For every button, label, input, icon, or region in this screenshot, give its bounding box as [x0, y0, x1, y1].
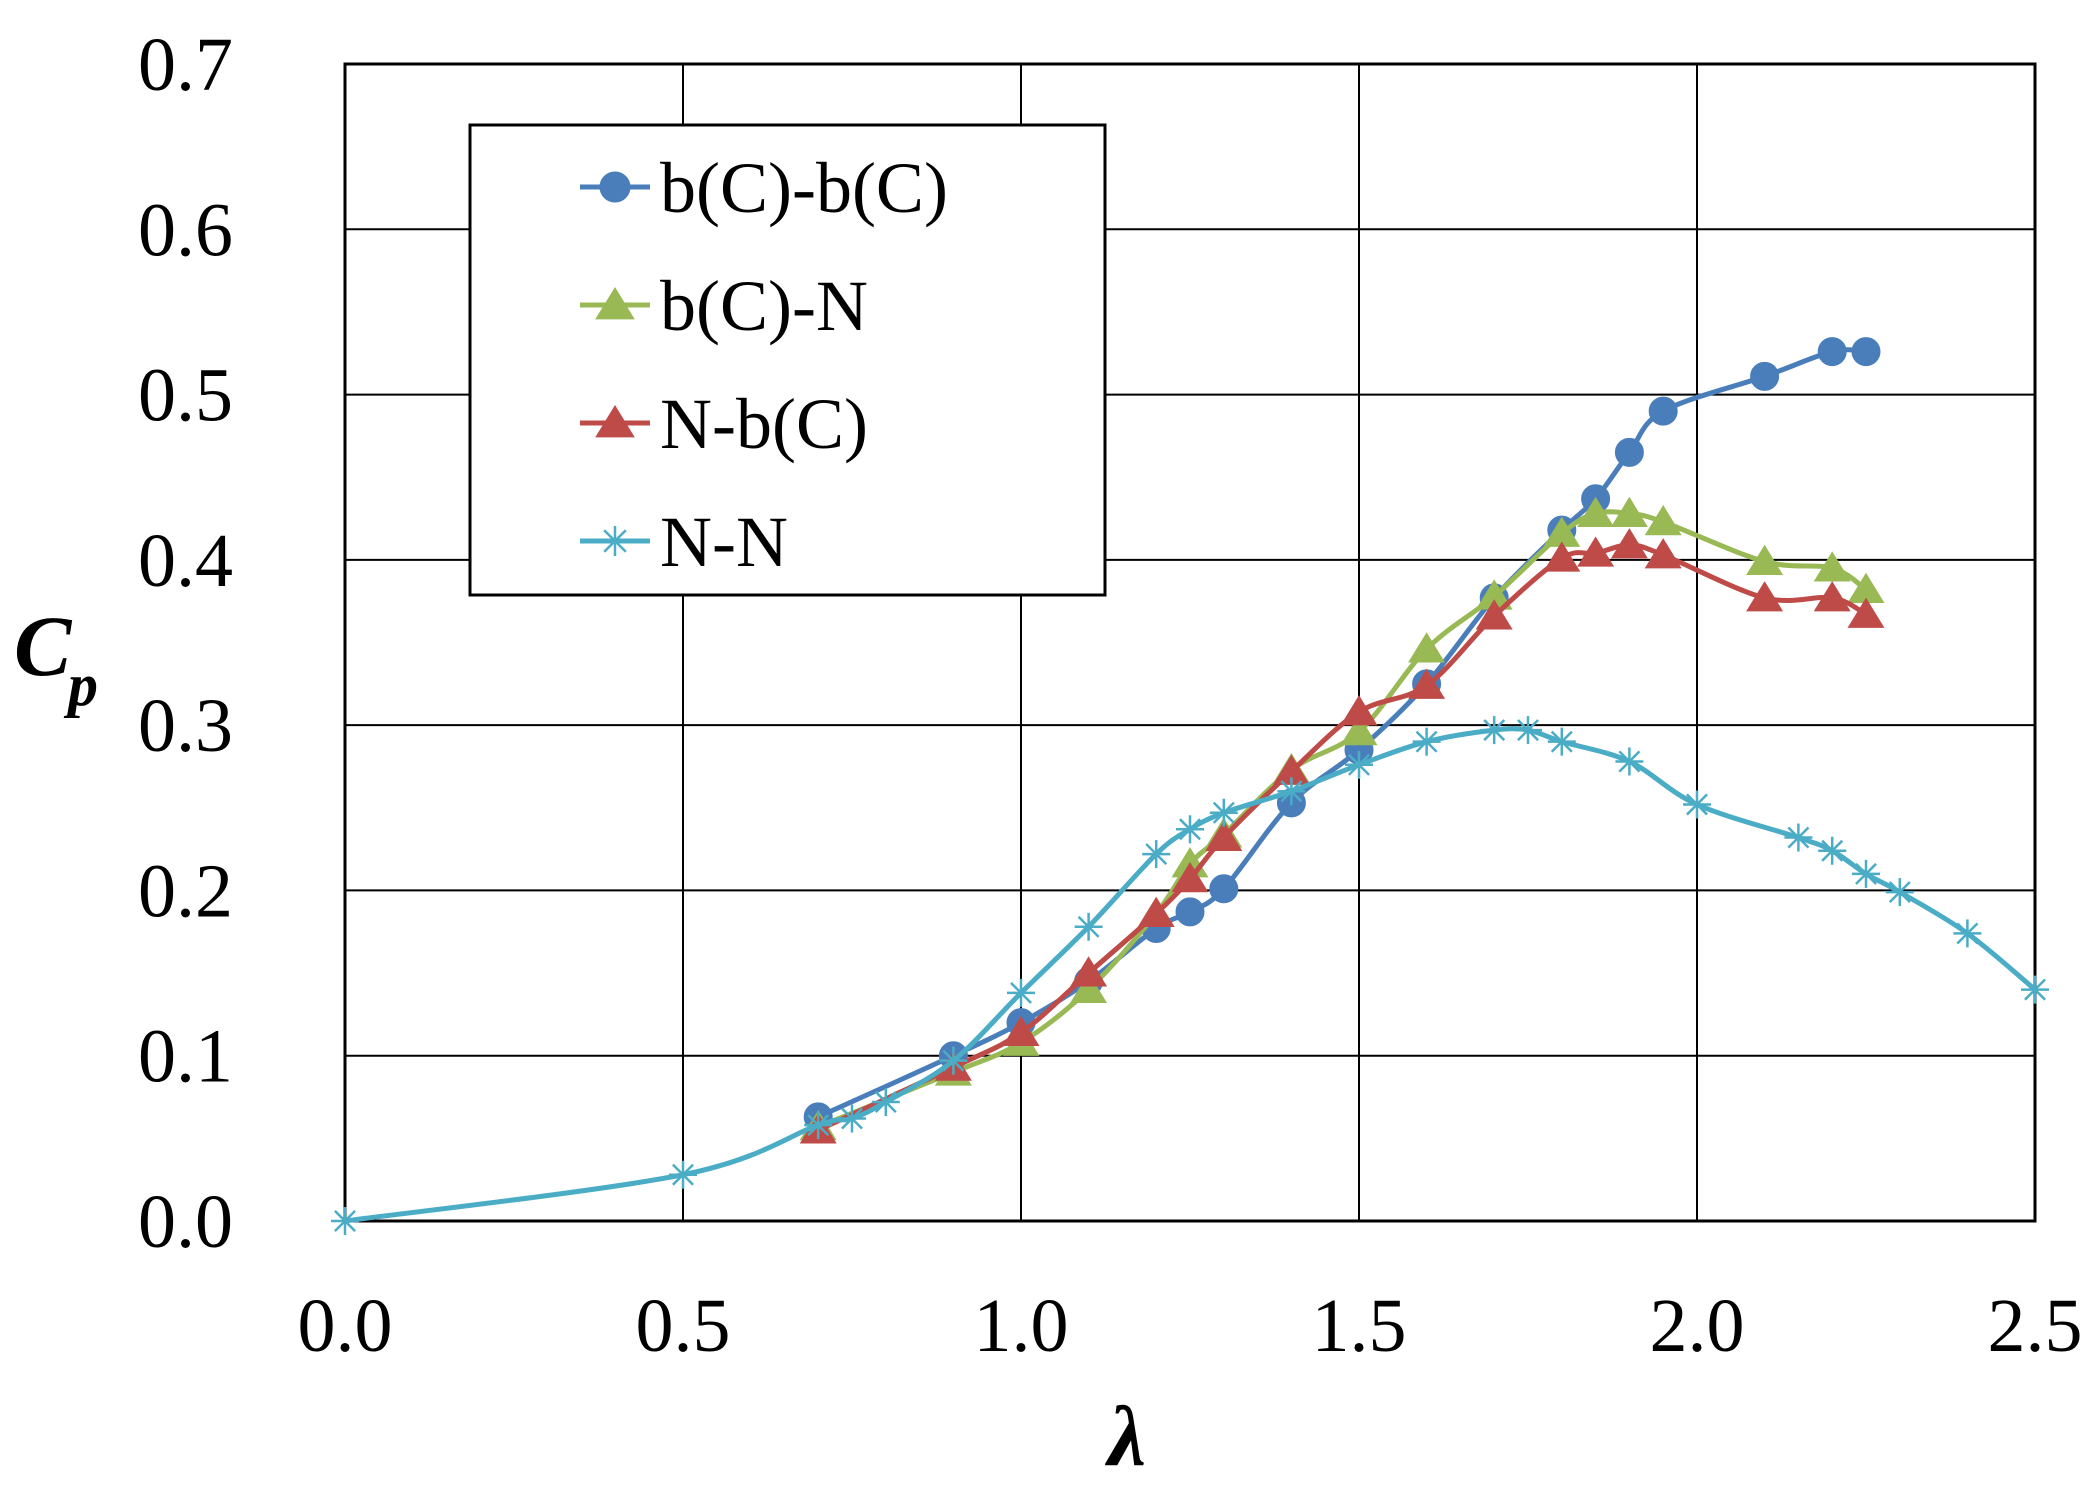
x-tick-label: 2.5: [1988, 1284, 2083, 1368]
data-point: [804, 1111, 833, 1140]
data-point: [1784, 823, 1813, 852]
series-N-b(C): [799, 528, 1885, 1144]
data-point: [1953, 919, 1982, 948]
y-axis-title-main: C: [14, 598, 73, 694]
data-point: [1475, 599, 1513, 630]
data-point: [595, 287, 635, 320]
data-point: [1137, 896, 1175, 928]
data-point: [1514, 716, 1542, 745]
data-point: [595, 405, 635, 438]
y-tick-label: 0.3: [138, 684, 233, 768]
data-point: [838, 1104, 866, 1133]
data-point: [1851, 337, 1881, 367]
data-point: [1746, 544, 1784, 575]
data-point: [871, 1087, 900, 1116]
data-point: [1543, 541, 1581, 572]
data-point: [1408, 632, 1446, 663]
data-point: [331, 1207, 359, 1235]
data-point: [1171, 862, 1209, 893]
data-point: [1547, 727, 1576, 756]
legend-box: [468, 123, 1107, 597]
x-tick-label: 1.0: [974, 1284, 1069, 1368]
data-point: [1176, 815, 1204, 844]
tick-labels: 0.0 0.5 1.0 1.5 2.0 2.5 0.0 0.1 0.2 0.3 0.4 0.5 0.6 0…: [138, 23, 2083, 1368]
data-point: [1750, 361, 1780, 391]
legend-item: N-N: [580, 502, 788, 582]
legend: b(C)-b(C) b(C)-N N-b(C) N-N: [468, 123, 1107, 597]
data-point: [1615, 747, 1644, 776]
legend-item: b(C)-b(C): [580, 148, 948, 228]
data-point: [939, 1046, 968, 1075]
data-point: [1813, 581, 1851, 612]
legend-item: b(C)-N: [580, 266, 868, 346]
data-point: [1644, 505, 1682, 536]
data-point: [1209, 798, 1238, 827]
data-point: [1074, 912, 1103, 941]
data-point: [1272, 754, 1310, 785]
y-tick-label: 0.2: [138, 849, 233, 933]
data-point: [1142, 840, 1171, 869]
data-point: [599, 171, 631, 203]
data-point: [1885, 878, 1914, 907]
y-axis-title-subscript: p: [63, 652, 98, 718]
data-point: [1746, 581, 1784, 612]
data-point: [1345, 750, 1373, 779]
data-point: [1813, 551, 1851, 582]
y-tick-label: 0.0: [138, 1180, 233, 1264]
data-point: [1070, 956, 1108, 987]
legend-label: N-N: [660, 502, 788, 582]
legend-label: b(C)-N: [660, 266, 868, 346]
data-point: [1818, 836, 1847, 865]
data-point: [1175, 897, 1205, 927]
x-tick-label: 2.0: [1650, 1284, 1745, 1368]
x-tick-label: 1.5: [1312, 1284, 1407, 1368]
legend-label: b(C)-b(C): [660, 148, 948, 228]
data-point: [1480, 716, 1509, 745]
data-point: [1817, 337, 1847, 367]
y-tick-label: 0.5: [138, 354, 233, 438]
series-layer: [331, 337, 2049, 1235]
data-point: [1475, 579, 1513, 610]
data-point: [1340, 714, 1378, 746]
data-point: [1340, 695, 1378, 726]
data-point: [1644, 538, 1682, 569]
plot-area-border: [343, 62, 2037, 1223]
y-axis-title: C p: [14, 598, 98, 718]
data-point: [1648, 396, 1678, 426]
x-tick-label: 0.0: [298, 1284, 393, 1368]
y-tick-label: 0.6: [138, 188, 233, 272]
data-point: [1852, 859, 1880, 888]
data-point: [1007, 978, 1035, 1007]
legend-label: N-b(C): [660, 384, 868, 464]
data-point: [1610, 528, 1648, 559]
data-point: [1412, 727, 1441, 756]
data-point: [1610, 496, 1648, 528]
x-axis-title: λ: [1105, 1388, 1146, 1484]
data-point: [1577, 496, 1615, 528]
data-point: [2021, 975, 2049, 1004]
y-tick-label: 0.4: [138, 519, 233, 603]
data-point: [1847, 572, 1885, 604]
legend-item: N-b(C): [580, 384, 868, 464]
series-N-N: [331, 716, 2049, 1235]
y-tick-label: 0.1: [138, 1015, 233, 1099]
data-point: [1205, 820, 1243, 851]
data-point: [669, 1160, 697, 1189]
data-point: [1614, 437, 1644, 467]
data-point: [1408, 668, 1446, 699]
y-tick-label: 0.7: [138, 23, 233, 107]
data-point: [1070, 972, 1108, 1004]
data-point: [1277, 777, 1306, 806]
data-point: [1002, 1015, 1040, 1047]
data-point: [1577, 536, 1615, 567]
data-point: [1847, 597, 1885, 628]
data-point: [1683, 790, 1711, 819]
data-point: [1209, 874, 1239, 904]
data-point: [600, 526, 630, 556]
x-tick-label: 0.5: [636, 1284, 731, 1368]
data-point: [1543, 516, 1581, 547]
